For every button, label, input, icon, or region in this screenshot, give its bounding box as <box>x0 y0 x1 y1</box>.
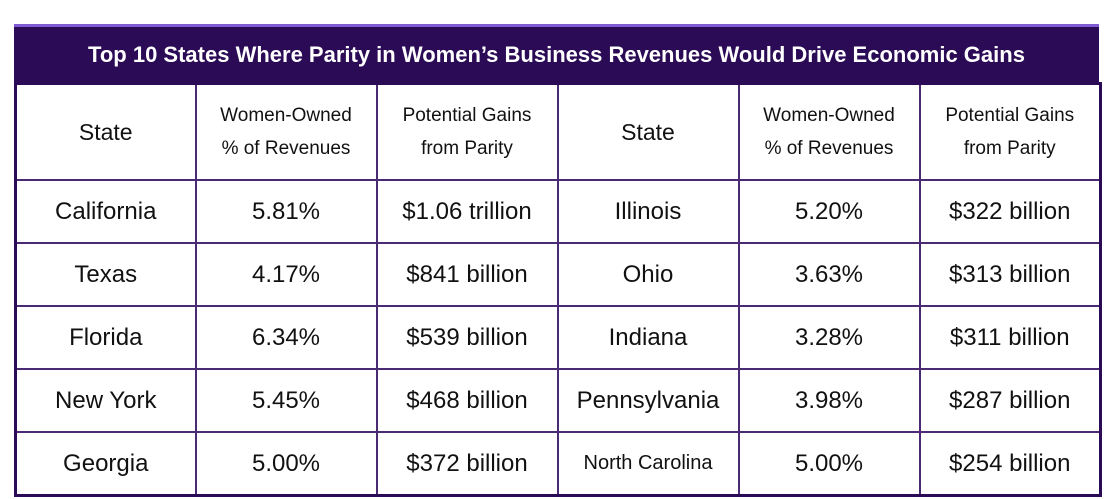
left-state-cell: Texas <box>14 242 197 307</box>
right-pct-cell: 5.00% <box>737 431 921 497</box>
right-pct-cell: 3.28% <box>737 305 921 370</box>
header-gain-right: Potential Gains from Parity <box>918 82 1102 181</box>
right-gain-cell: $313 billion <box>918 242 1102 307</box>
right-state-cell: Pennsylvania <box>556 368 740 433</box>
left-pct-cell: 5.00% <box>194 431 378 497</box>
table-row: New York 5.45% $468 billion Pennsylvania… <box>14 368 1102 433</box>
right-state-cell: Ohio <box>556 242 740 307</box>
right-state-cell: North Carolina <box>556 431 740 497</box>
left-pct-cell: 5.81% <box>194 179 378 244</box>
left-pct-cell: 5.45% <box>194 368 378 433</box>
header-state-right: State <box>556 82 740 181</box>
right-pct-cell: 3.98% <box>737 368 921 433</box>
left-gain-cell: $1.06 trillion <box>375 179 559 244</box>
header-gain-line2: from Parity <box>421 138 513 159</box>
right-pct-cell: 3.63% <box>737 242 921 307</box>
header-pct-left: Women-Owned % of Revenues <box>194 82 378 181</box>
header-pct-right: Women-Owned % of Revenues <box>737 82 921 181</box>
header-gain-line1: Potential Gains <box>945 105 1075 126</box>
header-row: State Women-Owned % of Revenues Potentia… <box>14 82 1102 181</box>
right-pct-cell: 5.20% <box>737 179 921 244</box>
right-gain-cell: $311 billion <box>918 305 1102 370</box>
right-gain-cell: $254 billion <box>918 431 1102 497</box>
left-gain-cell: $539 billion <box>375 305 559 370</box>
right-gain-cell: $287 billion <box>918 368 1102 433</box>
header-gain-line1: Potential Gains <box>402 105 532 126</box>
header-pct-line1: Women-Owned <box>763 105 895 126</box>
left-pct-cell: 6.34% <box>194 305 378 370</box>
header-gain-left: Potential Gains from Parity <box>375 82 559 181</box>
states-table: State Women-Owned % of Revenues Potentia… <box>14 82 1102 497</box>
header-pct-line1: Women-Owned <box>220 105 352 126</box>
right-state-cell: Illinois <box>556 179 740 244</box>
left-state-cell: New York <box>14 368 197 433</box>
table-row: Texas 4.17% $841 billion Ohio 3.63% $313… <box>14 242 1102 307</box>
left-state-cell: California <box>14 179 197 244</box>
left-state-cell: Georgia <box>14 431 197 497</box>
left-gain-cell: $372 billion <box>375 431 559 497</box>
table-row: California 5.81% $1.06 trillion Illinois… <box>14 179 1102 244</box>
left-state-cell: Florida <box>14 305 197 370</box>
left-pct-cell: 4.17% <box>194 242 378 307</box>
right-state-cell: Indiana <box>556 305 740 370</box>
left-gain-cell: $841 billion <box>375 242 559 307</box>
header-state-left: State <box>14 82 197 181</box>
left-gain-cell: $468 billion <box>375 368 559 433</box>
right-gain-cell: $322 billion <box>918 179 1102 244</box>
table-row: Georgia 5.00% $372 billion North Carolin… <box>14 431 1102 497</box>
table-title: Top 10 States Where Parity in Women’s Bu… <box>14 24 1099 82</box>
table-row: Florida 6.34% $539 billion Indiana 3.28%… <box>14 305 1102 370</box>
header-gain-line2: from Parity <box>963 138 1056 159</box>
header-pct-line2: % of Revenues <box>221 138 351 159</box>
header-pct-line2: % of Revenues <box>764 138 894 159</box>
